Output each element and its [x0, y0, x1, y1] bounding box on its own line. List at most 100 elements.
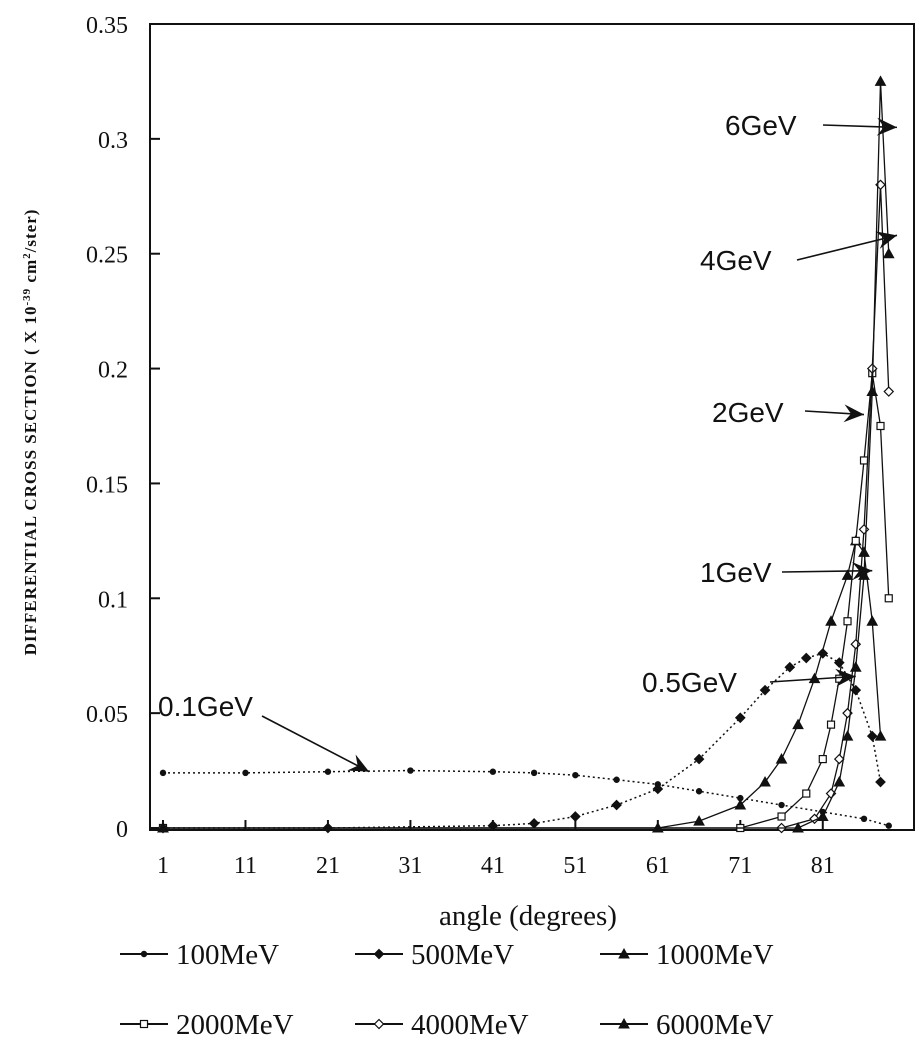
data-point	[570, 811, 581, 822]
energy-annotation-label: 6GeV	[725, 110, 797, 141]
annotation-arrow-head	[347, 754, 370, 772]
annotation-arrow-head	[843, 404, 865, 423]
y-axis-title: DIFFERENTIAL CROSS SECTION ( X 10-39 cm2…	[21, 209, 40, 656]
data-point	[866, 730, 878, 742]
data-point	[611, 799, 622, 811]
y-tick-label: 0.25	[86, 243, 128, 269]
data-point	[693, 753, 705, 765]
legend-label: 2000MeV	[176, 1009, 294, 1041]
series-line	[163, 81, 890, 829]
legend-label: 500MeV	[411, 939, 514, 971]
data-point	[849, 661, 862, 672]
series-line	[163, 184, 890, 829]
y-tick-label: 0.2	[98, 358, 128, 384]
annotation-layer: 0.1GeV 0.5GeV 1GeV 2GeV 4GeV 6GeV	[158, 110, 898, 773]
data-point	[851, 536, 860, 545]
data-point	[884, 594, 893, 603]
legend-item: 1000MeV	[600, 939, 774, 971]
legend-item: 100MeV	[120, 939, 279, 971]
y-tick-label: 0.35	[86, 13, 128, 39]
data-point	[652, 783, 664, 795]
data-point	[530, 769, 538, 777]
plot-frame	[149, 23, 915, 831]
x-tick-label: 51	[563, 853, 587, 879]
data-point	[693, 815, 705, 826]
legend-marker	[618, 947, 630, 959]
x-tick-label: 21	[316, 853, 340, 879]
legend-item: 500MeV	[355, 939, 514, 971]
legend-marker	[139, 1019, 149, 1029]
series-500MeV	[157, 648, 886, 834]
data-point	[528, 818, 540, 829]
data-point	[866, 385, 879, 397]
data-point	[843, 617, 852, 626]
data-point	[759, 684, 771, 696]
series-1000MeV	[157, 534, 887, 833]
legend: 100MeV 500MeV 1000MeV 2000MeV 4000MeV 6000MeV	[120, 939, 774, 1041]
legend-item: 6000MeV	[600, 1009, 774, 1041]
energy-annotation: 6GeV	[725, 110, 898, 141]
energy-annotation-label: 4GeV	[700, 245, 772, 276]
data-point	[850, 638, 862, 650]
series-6000MeV	[157, 75, 895, 833]
data-point	[159, 769, 167, 777]
data-point	[613, 776, 620, 783]
legend-label: 4000MeV	[411, 1009, 529, 1041]
x-tick-label: 61	[646, 853, 670, 879]
series-line	[163, 539, 882, 829]
x-tick-label: 11	[234, 853, 257, 879]
energy-annotation-label: 1GeV	[700, 557, 772, 588]
data-point	[876, 421, 885, 431]
energy-annotation: 2GeV	[712, 397, 865, 428]
x-tick-label: 31	[398, 853, 422, 879]
y-axis-title-exponent-1: -39	[21, 288, 33, 306]
annotation-arrow-head	[835, 668, 856, 687]
y-axis-title-exponent-2: 2	[21, 252, 33, 259]
legend-label: 6000MeV	[656, 1009, 774, 1041]
energy-annotation: 4GeV	[700, 231, 898, 276]
data-point	[885, 822, 892, 829]
legend-item: 2000MeV	[120, 1009, 294, 1041]
data-point	[734, 712, 746, 724]
y-axis-title-part-2: cm	[21, 259, 40, 288]
annotation-arrow-head	[852, 562, 873, 581]
data-point	[874, 730, 887, 741]
data-point	[792, 718, 804, 730]
data-point	[858, 524, 870, 535]
data-point	[802, 789, 811, 798]
data-point	[759, 776, 771, 787]
annotation-arrow-head	[876, 117, 897, 136]
x-tick-label: 81	[811, 853, 835, 879]
data-point	[825, 615, 837, 626]
y-tick-label: 0	[116, 817, 128, 843]
annotation-arrow-line	[781, 569, 873, 573]
annotation-arrow-line	[261, 715, 370, 773]
x-tick-label: 41	[481, 853, 505, 879]
data-point	[157, 821, 169, 833]
annotation-arrow-head	[875, 231, 897, 249]
data-point	[866, 615, 879, 626]
data-point	[860, 815, 868, 823]
data-point	[775, 753, 788, 764]
x-axis: 1 11 21 31 41 51 61 71 81	[157, 820, 835, 879]
data-point	[695, 788, 703, 795]
data-point	[800, 652, 812, 664]
data-point	[816, 810, 829, 822]
data-point	[833, 753, 845, 765]
x-tick-label: 1	[157, 853, 169, 879]
data-point	[407, 767, 414, 774]
x-tick-label: 71	[728, 853, 752, 879]
y-axis-title-part-3: /ster)	[21, 209, 40, 254]
legend-label: 100MeV	[176, 939, 279, 971]
data-point	[858, 546, 870, 557]
y-axis: 0 0.05 0.1 0.15 0.2 0.25 0.3 0.35	[86, 13, 160, 843]
data-point	[324, 768, 332, 775]
legend-marker	[373, 1018, 385, 1030]
data-point	[489, 768, 497, 775]
data-point	[778, 801, 785, 809]
data-point	[882, 247, 895, 259]
data-point	[833, 776, 846, 787]
annotation-arrow-line	[769, 675, 856, 683]
energy-annotation: 0.5GeV	[642, 667, 856, 698]
y-axis-title-part-1: DIFFERENTIAL CROSS SECTION ( X 10	[21, 305, 40, 655]
